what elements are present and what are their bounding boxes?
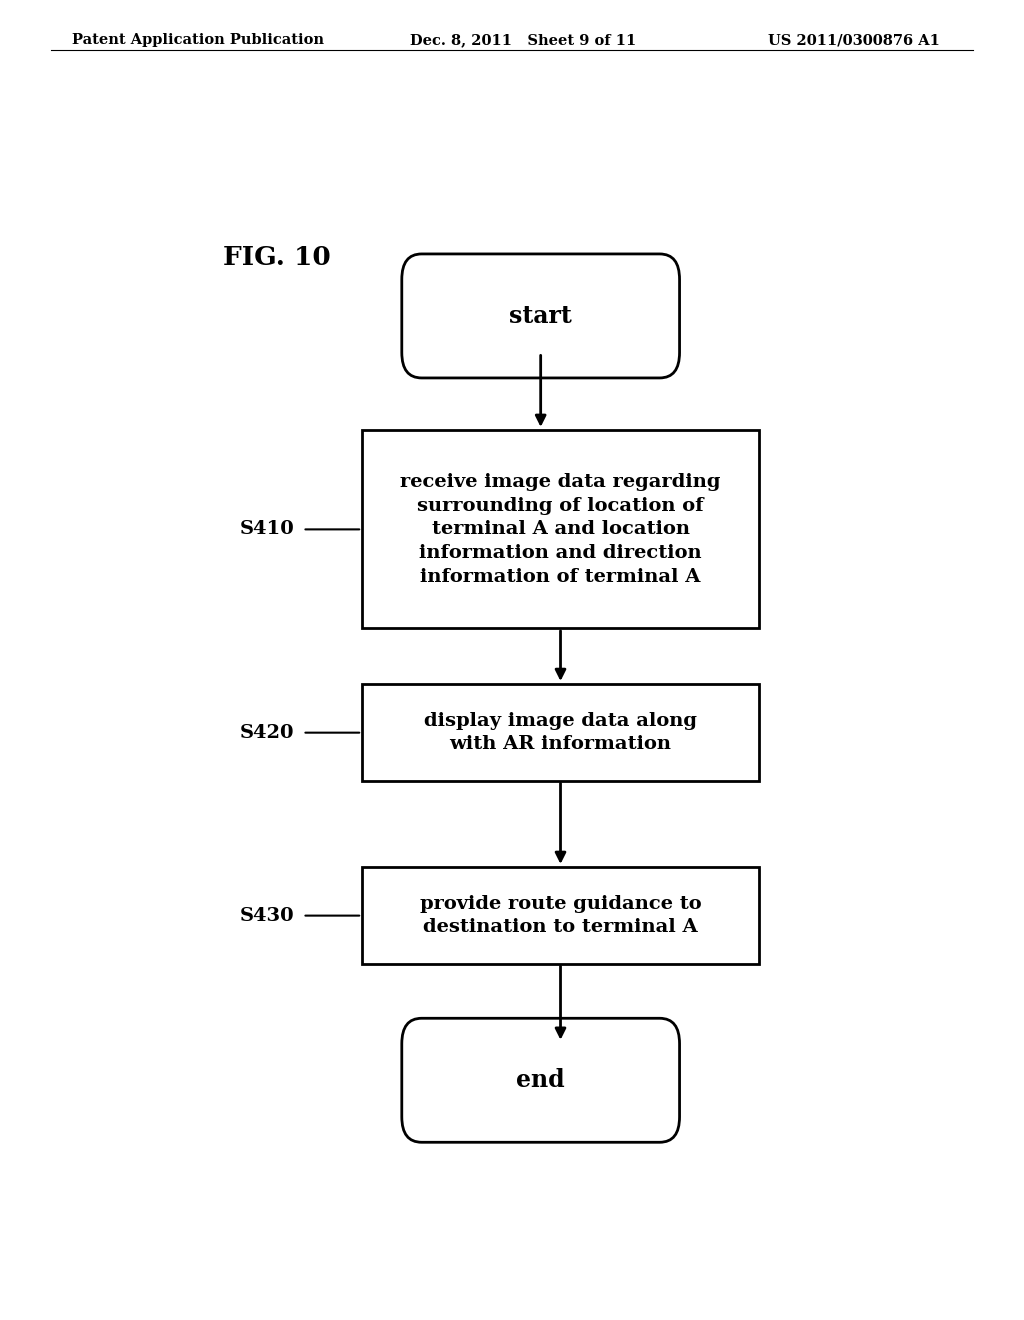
Text: Dec. 8, 2011   Sheet 9 of 11: Dec. 8, 2011 Sheet 9 of 11 [410, 33, 636, 48]
Text: display image data along
with AR information: display image data along with AR informa… [424, 711, 697, 754]
Bar [362, 867, 759, 964]
Text: end: end [516, 1068, 565, 1092]
Text: receive image data regarding
surrounding of location of
terminal A and location
: receive image data regarding surrounding… [400, 473, 721, 586]
Text: provide route guidance to
destination to terminal A: provide route guidance to destination to… [420, 895, 701, 936]
Text: start: start [509, 304, 572, 327]
Text: US 2011/0300876 A1: US 2011/0300876 A1 [768, 33, 940, 48]
Text: Patent Application Publication: Patent Application Publication [72, 33, 324, 48]
Text: S430: S430 [240, 907, 295, 924]
Bar [362, 430, 759, 628]
Bar [362, 684, 759, 781]
Text: FIG. 10: FIG. 10 [223, 244, 331, 269]
FancyBboxPatch shape [401, 253, 680, 378]
FancyBboxPatch shape [401, 1018, 680, 1142]
Text: S410: S410 [240, 520, 295, 539]
Text: S420: S420 [241, 723, 295, 742]
